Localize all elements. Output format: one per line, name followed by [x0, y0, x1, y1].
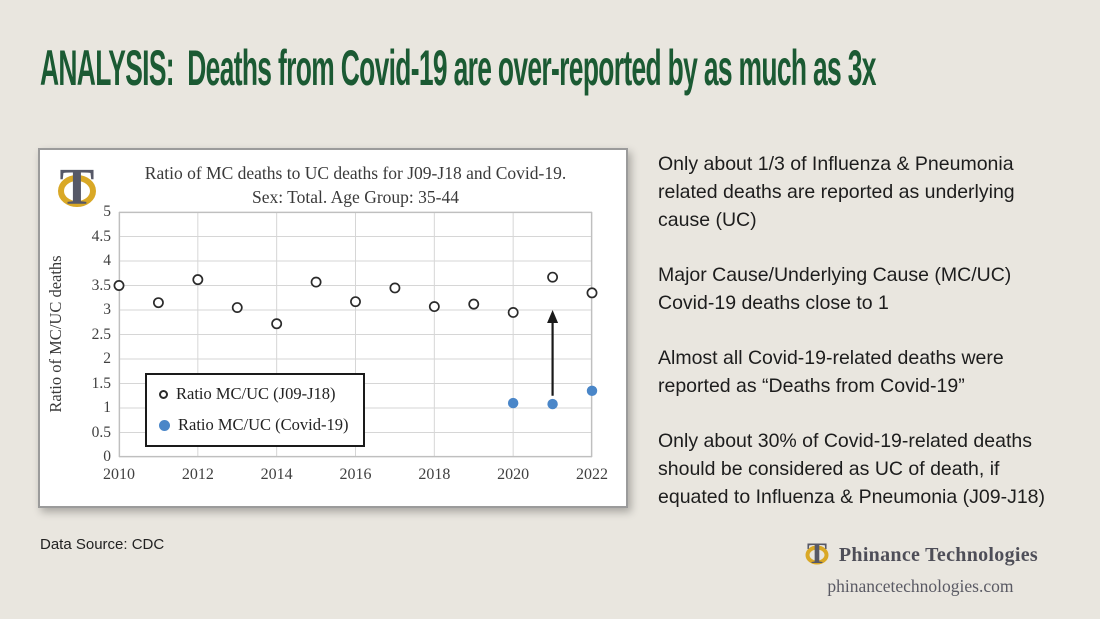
insight-paragraph-1: Only about 1/3 of Influenza & Pneumonia …	[658, 153, 1015, 231]
brand-name: Phinance Technologies	[838, 544, 1038, 566]
insight-paragraph-4: Only about 30% of Covid-19-related death…	[658, 430, 1046, 508]
scatter-plot	[113, 211, 598, 458]
x-tick-label: 2020	[497, 466, 530, 483]
y-tick-label: 0	[103, 448, 111, 465]
y-tick-label: 4	[103, 252, 111, 269]
filled-circle-marker-icon	[159, 419, 170, 431]
svg-text:T: T	[807, 537, 827, 570]
y-tick-label: 2.5	[91, 325, 111, 343]
x-tick-label: 2016	[339, 466, 372, 483]
y-tick-label: 1.5	[91, 374, 111, 392]
legend-item-covid-19: Ratio MC/UC (Covid-19)	[159, 415, 349, 435]
brand-url: phinancetechnologies.com	[827, 576, 1014, 596]
y-tick-label: 1	[103, 399, 111, 416]
insights-column: Only about 1/3 of Influenza & Pneumonia …	[658, 150, 1068, 511]
y-tick-label: 0.5	[91, 423, 111, 441]
slide-title: ANALYSIS: Deaths from Covid-19 are over-…	[40, 41, 876, 97]
x-tick-label: 2018	[418, 466, 451, 483]
brand-block: T Phinance Technologies phinancetechnolo…	[803, 536, 1038, 597]
plot-area: Ratio MC/UC (J09-J18) Ratio MC/UC (Covid…	[113, 211, 598, 458]
x-tick-label: 2012	[181, 466, 214, 483]
y-tick-label: 5	[103, 203, 111, 220]
chart-legend: Ratio MC/UC (J09-J18) Ratio MC/UC (Covid…	[145, 373, 365, 447]
svg-text:T: T	[60, 159, 95, 216]
legend-label: Ratio MC/UC (J09-J18)	[176, 384, 336, 403]
insight-paragraph-2: Major Cause/Underlying Cause (MC/UC) Cov…	[658, 264, 1012, 314]
y-tick-label: 4.5	[91, 227, 111, 245]
data-source-note: Data Source: CDC	[40, 536, 165, 553]
y-tick-label: 2	[103, 350, 111, 367]
x-tick-label: 2022	[576, 466, 608, 483]
phinance-logo-icon: T	[52, 158, 104, 221]
x-tick-label: 2010	[103, 466, 135, 483]
chart-panel: T Ratio of MC deaths to UC deaths for J0…	[38, 148, 628, 508]
insight-paragraph-3: Almost all Covid-19-related deaths were …	[658, 347, 1004, 397]
y-axis-label: Ratio of MC/UC deaths	[46, 255, 65, 413]
legend-item-j09-j18: Ratio MC/UC (J09-J18)	[159, 384, 349, 404]
y-tick-label: 3	[103, 301, 111, 318]
phinance-logo-small-icon: T	[803, 536, 833, 575]
legend-label: Ratio MC/UC (Covid-19)	[178, 415, 349, 434]
open-circle-marker-icon	[159, 389, 168, 399]
x-tick-label: 2014	[260, 466, 293, 483]
chart-title: Ratio of MC deaths to UC deaths for J09-…	[144, 163, 567, 207]
brand-row: T Phinance Technologies	[803, 536, 1038, 575]
y-tick-label: 3.5	[91, 276, 111, 294]
